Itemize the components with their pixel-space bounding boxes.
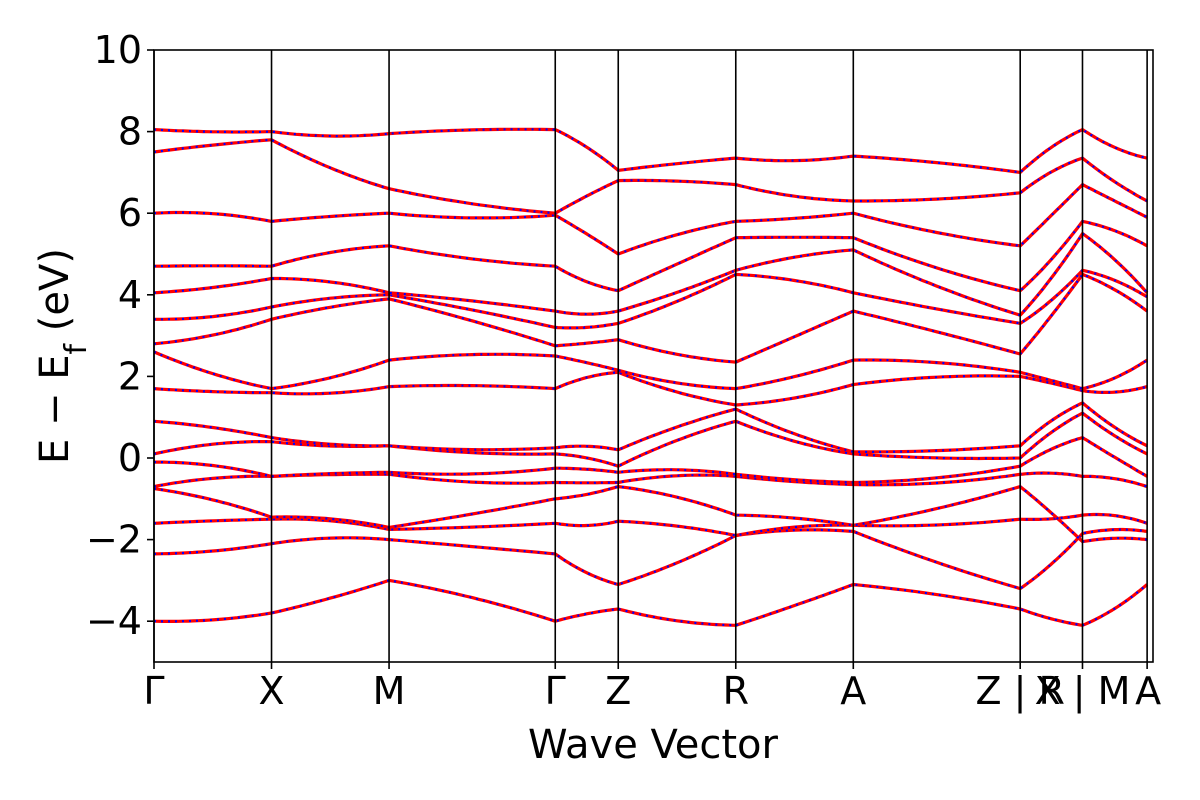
y-tick-label: 10 bbox=[94, 28, 142, 72]
band-dft-6 bbox=[153, 411, 1148, 468]
x-axis-title: Wave Vector bbox=[528, 722, 779, 768]
y-tick-label: 0 bbox=[118, 436, 142, 480]
band-dft-15 bbox=[153, 138, 1148, 215]
y-tick-label: 2 bbox=[118, 354, 142, 398]
plot-frame bbox=[153, 49, 1154, 663]
y-tick-label: −2 bbox=[86, 518, 142, 562]
x-tick-label: X | M bbox=[1035, 669, 1131, 714]
band-dft-16 bbox=[153, 127, 1148, 174]
band-fit-0 bbox=[153, 579, 1148, 627]
x-tick-label: Z bbox=[605, 669, 631, 713]
x-tick-label: R bbox=[723, 669, 749, 713]
bands-layer bbox=[153, 127, 1149, 627]
band-fit-13 bbox=[154, 220, 1148, 292]
y-tick-label: 8 bbox=[118, 110, 142, 154]
y-axis-title-subscript: f bbox=[59, 342, 94, 354]
band-fit-9 bbox=[153, 350, 1148, 390]
y-tick-label: 4 bbox=[118, 273, 142, 317]
x-tick-label: Z | R bbox=[975, 669, 1064, 714]
band-fit-12 bbox=[153, 232, 1148, 317]
band-fit-16 bbox=[153, 128, 1148, 174]
x-tick-label: Γ bbox=[143, 669, 164, 713]
kpoint-lines bbox=[153, 50, 1148, 662]
x-tick-label: Γ bbox=[545, 669, 566, 713]
y-tick-label: 6 bbox=[118, 191, 142, 235]
band-dft-1 bbox=[153, 527, 1148, 591]
x-tick-label: X bbox=[259, 669, 285, 713]
band-fit-2 bbox=[153, 513, 1148, 537]
y-axis: −4 −2 0 2 4 6 8 10 bbox=[86, 28, 154, 643]
y-tick-label: −4 bbox=[86, 599, 142, 643]
band-dft-14 bbox=[153, 183, 1148, 256]
band-fit-3 bbox=[153, 485, 1148, 543]
band-fit-15 bbox=[153, 138, 1148, 215]
band-dft-7 bbox=[153, 401, 1148, 454]
band-dft-0 bbox=[153, 578, 1149, 627]
band-dft-5 bbox=[154, 436, 1148, 485]
band-fit-10 bbox=[153, 273, 1148, 364]
x-tick-label: A bbox=[840, 669, 866, 713]
y-axis-title-main: E − E bbox=[32, 354, 78, 464]
band-fit-8 bbox=[153, 371, 1148, 407]
x-tick-label: A bbox=[1135, 669, 1161, 713]
y-axis-title-unit: (eV) bbox=[32, 248, 78, 344]
band-fit-11 bbox=[154, 269, 1148, 329]
y-axis-title: E − Ef (eV) bbox=[32, 248, 94, 464]
x-tick-label: M bbox=[373, 669, 406, 713]
band-dft-3 bbox=[153, 485, 1148, 544]
